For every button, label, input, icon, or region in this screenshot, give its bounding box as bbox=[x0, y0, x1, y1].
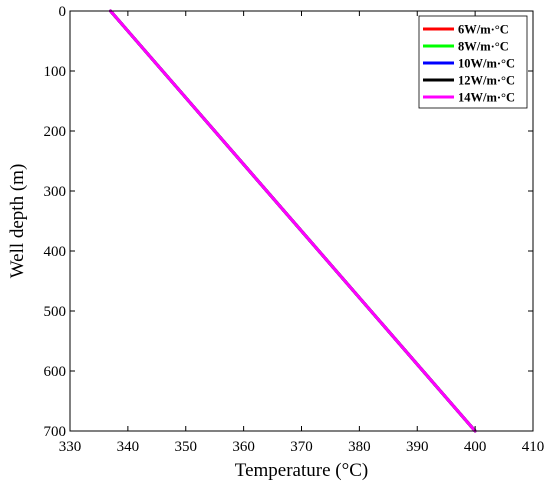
legend-items: 6W/m·°C 8W/m·°C 10W/m·°C 12W/m·°C 14W/m·°C bbox=[423, 23, 515, 105]
legend-label: 12W/m·°C bbox=[458, 74, 515, 88]
y-tick-label: 0 bbox=[59, 4, 67, 20]
x-tick-label: 400 bbox=[464, 439, 487, 455]
y-axis-label: Well depth (m) bbox=[7, 164, 28, 279]
x-tick-label: 380 bbox=[348, 439, 371, 455]
x-axis-label: Temperature (°C) bbox=[235, 460, 368, 481]
y-tick-label: 600 bbox=[44, 364, 67, 380]
series-line-5 bbox=[109, 9, 477, 433]
x-tick-label: 390 bbox=[406, 439, 429, 455]
legend-label: 8W/m·°C bbox=[458, 40, 509, 54]
y-tick-label: 200 bbox=[44, 124, 67, 140]
x-tick-label: 330 bbox=[59, 439, 82, 455]
y-tick-label: 300 bbox=[44, 184, 67, 200]
legend: 6W/m·°C 8W/m·°C 10W/m·°C 12W/m·°C 14W/m·°C bbox=[418, 15, 528, 109]
tick-labels-layer: 330 340 350 360 370 380 390 400 410 0 100 200 300 400… bbox=[44, 4, 545, 455]
series-layer bbox=[109, 9, 477, 433]
legend-label: 10W/m·°C bbox=[458, 57, 515, 71]
x-tick-label: 410 bbox=[522, 439, 545, 455]
x-tick-label: 370 bbox=[290, 439, 313, 455]
ticks-layer bbox=[69, 10, 534, 432]
y-tick-label: 100 bbox=[44, 64, 67, 80]
legend-label: 14W/m·°C bbox=[458, 91, 515, 105]
x-tick-label: 360 bbox=[232, 439, 255, 455]
x-tick-label: 340 bbox=[117, 439, 140, 455]
y-tick-label: 700 bbox=[44, 424, 67, 440]
legend-label: 6W/m·°C bbox=[458, 23, 509, 37]
y-tick-label: 400 bbox=[44, 244, 67, 260]
x-tick-label: 350 bbox=[175, 439, 198, 455]
y-tick-label: 500 bbox=[44, 304, 67, 320]
